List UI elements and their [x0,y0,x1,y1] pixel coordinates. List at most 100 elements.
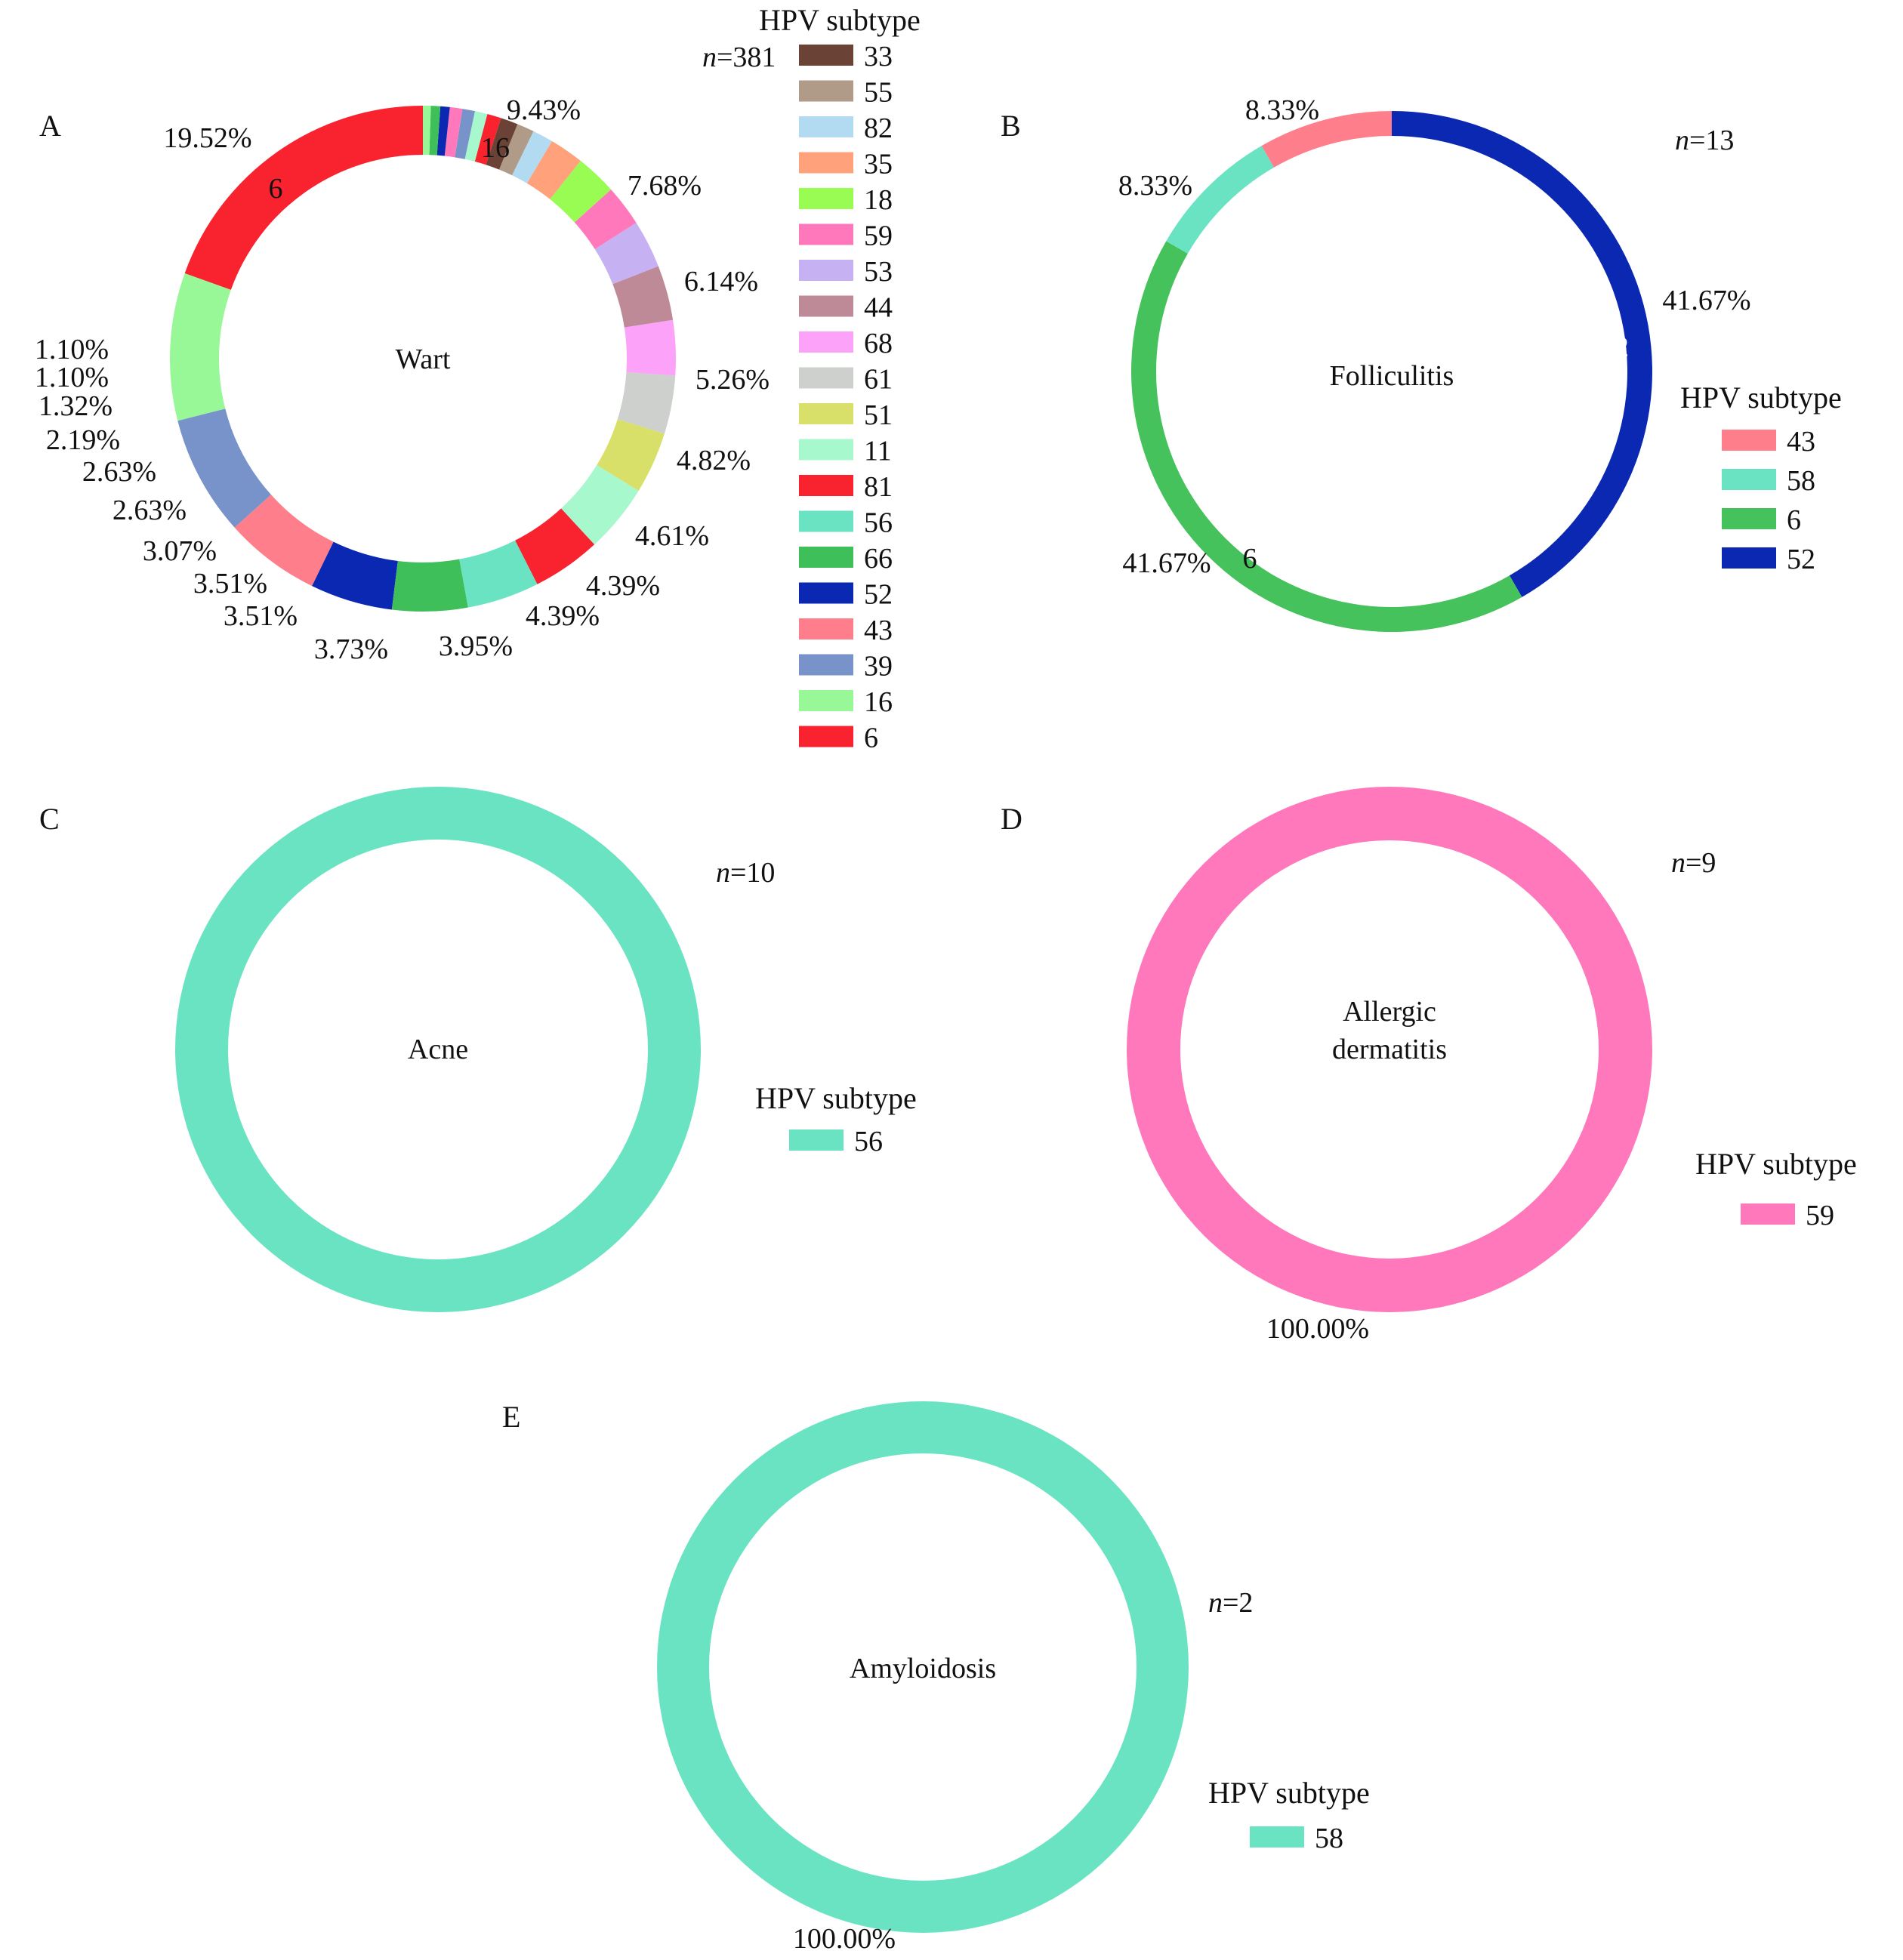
center-label: Allergic dermatitis [1332,996,1447,1065]
legend-title: HPV subtype [759,3,921,37]
legend-swatch [1722,469,1776,490]
slice-percent-label: 41.67% [1662,285,1750,316]
slice-hpv-39 [455,109,475,159]
legend: HPV subtype 59 [1695,1147,1857,1231]
legend-entry-label: 61 [864,364,893,396]
slice-hpv-61 [617,372,676,434]
panel-letter: B [1001,109,1021,143]
legend-swatch [799,510,853,532]
legend-swatch [799,260,853,281]
legend-entry-label: 35 [864,149,893,180]
slice-hpv-58 [1166,146,1275,254]
legend-swatch [799,726,853,747]
panel-d: D 100.00% Allergic dermatitis n=9 HPV subtype… [1001,787,1857,1345]
legend-swatch [799,45,853,66]
legend-swatch [799,547,853,568]
slice-percent-label: 2.63% [113,495,187,526]
legend-swatch [799,188,853,209]
slice-hpv-66 [391,559,468,612]
slice-hpv-59 [444,106,463,158]
slice-hpv-11 [464,111,488,162]
legend-entry-label: 43 [864,615,893,646]
slice-hpv-52 [436,106,450,156]
legend-swatch [799,618,853,639]
slice-hpv-51 [597,419,665,491]
center-label: Amyloidosis [850,1653,996,1684]
legend-swatch [799,475,853,496]
slice-percent-label: 4.39% [526,600,600,632]
slice-percent-label: 41.67% [1122,547,1211,579]
slice-hpv-11 [561,465,639,545]
slice-percent-label: 4.82% [677,445,751,476]
slice-percent-label: 3.73% [314,633,388,665]
slice-percent-label: 3.07% [143,535,217,567]
slice-hpv-33 [486,118,518,170]
legend-swatch [1722,508,1776,529]
legend-title: HPV subtype [1695,1147,1857,1181]
slice-hpv-18 [550,161,612,223]
slice-percent-label: 4.61% [635,520,709,552]
slice-hpv-16 [423,106,431,156]
panel-letter: A [39,109,61,143]
slice-percent-label: 2.63% [82,456,156,488]
legend-swatch [799,403,853,424]
slice-hpv-81 [515,508,595,584]
slice-percent-label: 1.10% [35,334,109,365]
slice-percent-label: 5.26% [696,364,770,396]
legend-entry-label: 59 [864,220,893,252]
slice-hpv-82 [512,131,552,183]
legend-entry-label: 43 [1787,426,1815,458]
legend-entry-label: 53 [864,256,893,288]
legend-entry-label: 52 [1787,544,1815,575]
legend-entry-label: 56 [864,507,893,539]
legend-entry-label: 16 [864,686,893,718]
legend-entry-label: 51 [864,399,893,431]
sample-count: n=10 [716,857,775,889]
legend-entry-label: 59 [1806,1200,1834,1231]
sample-count: n=9 [1671,847,1716,879]
slice-percent-label: 19.52% [163,122,251,154]
slice-percent-label: 8.33% [1118,170,1192,202]
slice-hpv-56 [459,540,538,608]
legend-swatch [799,367,853,389]
legend-entry-label: 44 [864,292,893,324]
slice-hpv-68 [624,319,676,376]
legend-entry-label: 68 [864,328,893,359]
legend-entry-label: 81 [864,471,893,503]
legend: HPV subtype 43 58 6 52 [1680,381,1842,575]
legend-entry-label: 33 [864,41,893,72]
legend-entry-label: 58 [1315,1823,1343,1854]
slice-percent-label: 3.51% [193,568,267,599]
center-label: Acne [408,1034,468,1065]
legend-title: HPV subtype [1680,381,1842,414]
legend-swatch [799,654,853,676]
sample-count: n=2 [1208,1587,1253,1619]
legend-swatch [799,152,853,174]
slice-subtype-label: 16 [481,132,510,164]
slice-hpv-81 [474,114,501,165]
donut-ring [1131,111,1652,632]
legend-swatch [1722,547,1776,569]
panel-letter: E [502,1400,520,1434]
panel-letter: C [39,802,60,836]
slice-hpv-53 [594,223,658,285]
legend-entry-label: 18 [864,184,893,216]
slice-hpv-59 [574,189,637,249]
panel-e: E 100.00% Amyloidosis n=2 HPV subtype 58 [502,1400,1370,1955]
center-label: Wart [396,344,451,375]
slice-hpv-44 [612,266,674,328]
slice-percent-label: 3.51% [224,600,298,632]
slice-hpv-6 [1131,241,1522,632]
slice-hpv-6 [184,106,423,290]
legend-entry-label: 11 [864,436,892,467]
slice-percent-label: 1.10% [35,362,109,393]
legend-title: HPV subtype [1208,1776,1370,1810]
slice-hpv-52 [312,541,398,610]
slice-percent-label: 7.68% [628,170,702,202]
legend-swatch [799,331,853,353]
legend-entry-label: 82 [864,112,893,144]
sample-count: n=13 [1675,125,1734,156]
